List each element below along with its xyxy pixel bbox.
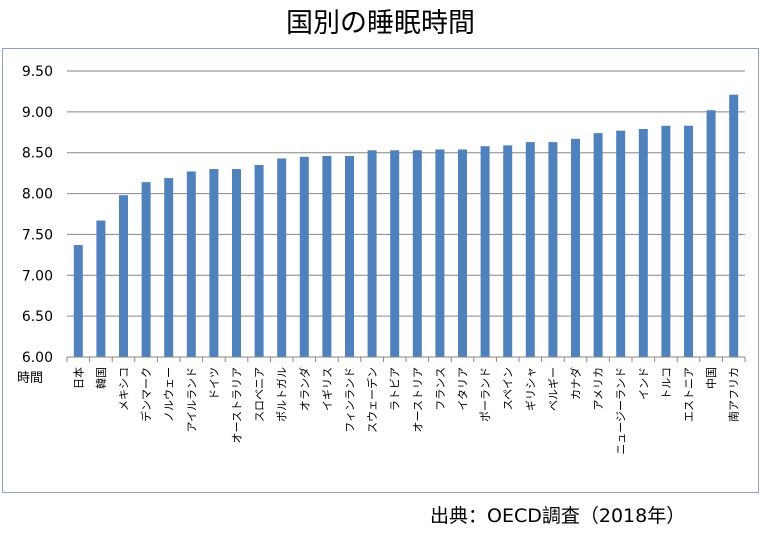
x-tick-label: ニュージーランド [615,367,628,455]
y-tick-label: 8.50 [22,146,53,162]
bar [458,149,467,357]
bar [119,195,128,357]
bar [299,156,309,357]
x-tick-label: カナダ [569,367,583,400]
x-tick-label: 南アフリカ [728,367,741,422]
x-tick-label: スロベニア [253,367,266,422]
x-tick-label: 日本 [71,367,85,389]
bar [706,110,716,357]
bar [729,94,739,357]
bar [684,125,693,358]
x-tick-label: 韓国 [95,367,108,389]
bar [548,142,558,357]
y-tick-label: 9.00 [22,105,53,121]
bar [96,220,106,357]
x-tick-label: ラトビア [389,367,402,411]
x-tick-label: オランダ [297,367,311,411]
x-tick-label: ベルギー [547,367,560,411]
x-axis-ticks: 日本 韓国 メキシコ デンマーク ノルウェー アイルランド ドイツ オーストラリア スロベニアポ… [66,357,746,455]
y-tick-label: 7.50 [22,227,53,243]
bar [616,130,626,357]
bar [593,133,603,357]
chart-title: 国別の睡眠時間 [286,8,475,39]
y-tick-label: 6.00 [22,350,53,366]
y-axis-ticks: 6.00 6.50 7.00 7.50 8.00 8.50 9.00 9.50 [22,64,53,366]
x-tick-label: ポーランド [479,367,492,422]
x-tick-label: イタリア [457,367,470,411]
bar-chart: 6.00 6.50 7.00 7.50 8.00 8.50 9.00 9.50 日本 韓国 メキシ… [17,64,746,455]
bar [435,149,445,357]
bar [571,138,580,357]
x-tick-label: フランス [434,367,447,411]
y-axis-label: 時間 [17,371,43,386]
source-note: 出典：OECD調査（2018年） [430,505,686,527]
bar [480,146,490,357]
y-tick-label: 6.50 [22,309,53,325]
x-tick-label: フィンランド [344,367,357,433]
bars [73,94,739,358]
bar [232,169,241,357]
bar [367,150,377,357]
x-tick-label: アイルランド [185,367,198,432]
bar [345,155,354,357]
y-tick-label: 9.50 [22,64,53,80]
bar [322,155,332,357]
bar [390,150,400,357]
x-tick-label: オーストラリア [231,367,244,443]
x-tick-label: メキシコ [118,367,131,411]
bar [73,245,83,357]
bar [209,169,219,357]
bar [503,145,513,357]
x-tick-label: 中国 [705,367,718,389]
x-tick-label: エストニア [683,367,696,422]
bar [661,125,671,358]
x-tick-label: ギリシャ [524,367,537,411]
bar [277,158,287,357]
bar [525,142,535,357]
bar [164,178,174,357]
bar [412,150,422,357]
bar [141,182,151,357]
x-tick-label: インド [637,367,650,400]
chart-area: 6.00 6.50 7.00 7.50 8.00 8.50 9.00 9.50 日本 韓国 メキシ… [2,48,759,493]
x-tick-label: スペイン [502,367,515,410]
x-tick-label: ドイツ [208,367,221,400]
x-tick-label: ノルウェー [163,367,176,422]
gridlines [67,70,745,358]
x-tick-label: スウェーデン [365,367,379,433]
x-tick-label: アメリカ [592,367,605,410]
y-tick-label: 8.00 [22,187,53,203]
bar [638,129,648,357]
x-tick-label: デンマーク [139,367,153,422]
y-tick-label: 7.00 [22,268,53,284]
x-tick-label: イギリス [321,367,334,411]
x-tick-label: ポルトガル [276,367,289,422]
x-tick-label: トルコ [660,367,673,400]
bar [254,164,264,357]
x-tick-label: オーストリア [411,367,424,432]
bar [186,171,196,357]
